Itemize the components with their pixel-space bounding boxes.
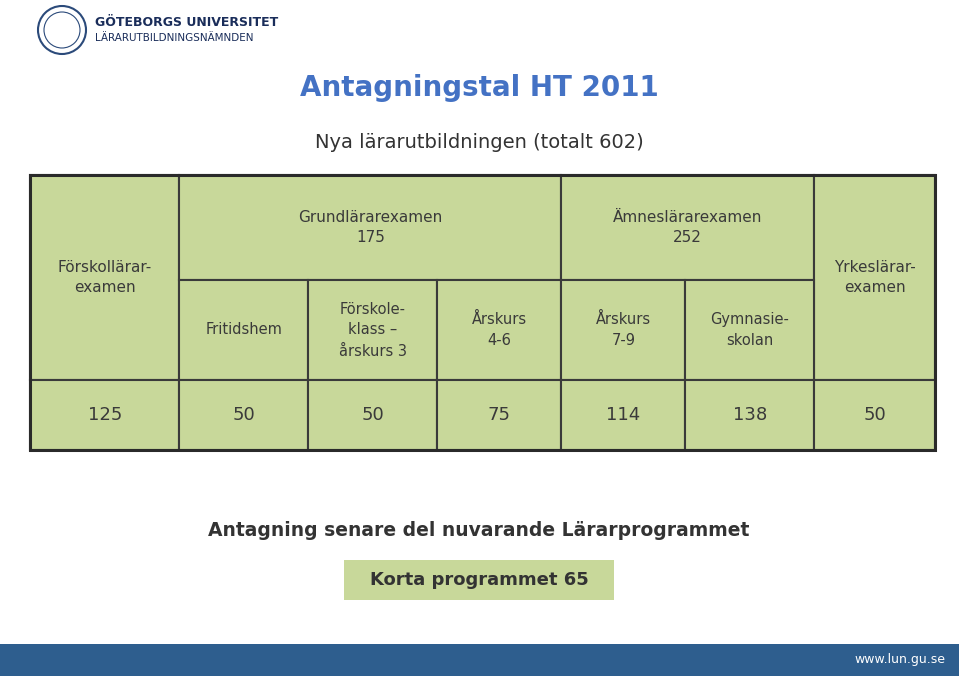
- Text: Gymnasie-
skolan: Gymnasie- skolan: [711, 312, 789, 348]
- FancyBboxPatch shape: [30, 175, 179, 380]
- Text: 50: 50: [232, 406, 255, 424]
- FancyBboxPatch shape: [561, 380, 686, 450]
- FancyBboxPatch shape: [179, 175, 561, 280]
- Text: 125: 125: [87, 406, 122, 424]
- FancyBboxPatch shape: [686, 380, 814, 450]
- FancyBboxPatch shape: [344, 560, 614, 600]
- Text: 50: 50: [863, 406, 886, 424]
- Text: Yrkeslärar-
examen: Yrkeslärar- examen: [833, 260, 916, 295]
- FancyBboxPatch shape: [686, 280, 814, 380]
- FancyBboxPatch shape: [437, 380, 561, 450]
- Text: Korta programmet 65: Korta programmet 65: [369, 571, 589, 589]
- Text: Förskole-
klass –
årskurs 3: Förskole- klass – årskurs 3: [339, 301, 407, 358]
- FancyBboxPatch shape: [0, 644, 959, 676]
- FancyBboxPatch shape: [814, 380, 935, 450]
- Text: Grundlärarexamen
175: Grundlärarexamen 175: [298, 210, 442, 245]
- Text: Årskurs
7-9: Årskurs 7-9: [596, 312, 651, 348]
- FancyBboxPatch shape: [437, 280, 561, 380]
- Text: 75: 75: [488, 406, 511, 424]
- FancyBboxPatch shape: [308, 280, 437, 380]
- Text: Antagningstal HT 2011: Antagningstal HT 2011: [299, 74, 659, 102]
- FancyBboxPatch shape: [30, 380, 179, 450]
- Text: 114: 114: [606, 406, 641, 424]
- FancyBboxPatch shape: [561, 175, 814, 280]
- Text: 50: 50: [362, 406, 384, 424]
- Text: Ämneslärarexamen
252: Ämneslärarexamen 252: [613, 210, 762, 245]
- FancyBboxPatch shape: [308, 380, 437, 450]
- FancyBboxPatch shape: [179, 280, 308, 380]
- Text: Nya lärarutbildningen (totalt 602): Nya lärarutbildningen (totalt 602): [315, 133, 643, 153]
- Text: Antagning senare del nuvarande Lärarprogrammet: Antagning senare del nuvarande Lärarprog…: [208, 521, 750, 539]
- FancyBboxPatch shape: [561, 280, 686, 380]
- FancyBboxPatch shape: [814, 175, 935, 380]
- Text: Förskollärar-
examen: Förskollärar- examen: [58, 260, 152, 295]
- Text: www.lun.gu.se: www.lun.gu.se: [854, 654, 946, 667]
- FancyBboxPatch shape: [179, 380, 308, 450]
- Text: Fritidshem: Fritidshem: [205, 322, 282, 337]
- Text: 138: 138: [733, 406, 767, 424]
- Text: GÖTEBORGS UNIVERSITET: GÖTEBORGS UNIVERSITET: [95, 16, 278, 28]
- Text: LÄRARUTBILDNINGSNÄMNDEN: LÄRARUTBILDNINGSNÄMNDEN: [95, 33, 253, 43]
- Text: Årskurs
4-6: Årskurs 4-6: [472, 312, 526, 348]
